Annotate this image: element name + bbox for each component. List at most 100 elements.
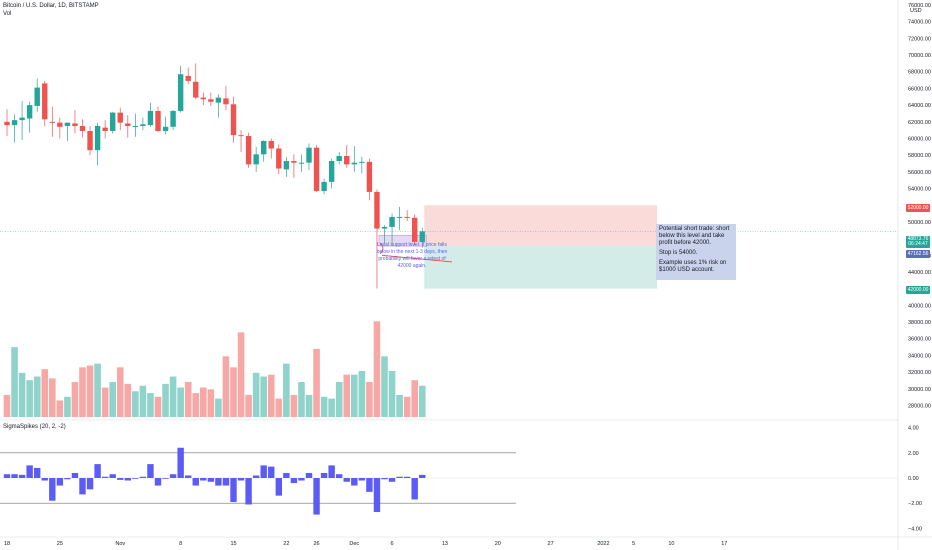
volume-bar [147, 393, 154, 417]
support-annotation[interactable]: Local support level. If price falls belo… [376, 242, 448, 269]
volume-bar [358, 371, 366, 417]
volume-bar [11, 347, 18, 417]
candle-body [283, 161, 290, 170]
time-tick-label: 2022 [597, 541, 609, 547]
candle-body [321, 181, 327, 192]
sigma-spike-bar [71, 472, 79, 478]
time-tick-label: 17 [721, 541, 727, 547]
candle-body [261, 140, 267, 155]
candle-body [87, 130, 93, 151]
sigma-spike-bar [177, 447, 184, 478]
candle-body [412, 217, 418, 242]
price-tick-label: 68000.00 [908, 70, 931, 76]
candle-body [276, 148, 282, 169]
symbol-title: Bitcoin / U.S. Dollar, 1D, BITSTAMP [3, 3, 99, 9]
candle-body [185, 75, 191, 81]
sigma-spike-bar [411, 478, 418, 500]
volume-bar [351, 374, 358, 417]
candle-body [419, 231, 425, 242]
sigma-spike-bar [358, 478, 366, 481]
candle-body [170, 110, 176, 127]
target-zone [424, 245, 657, 289]
short-trade-annotation[interactable]: Potential short trade: short below this … [656, 224, 736, 280]
short-note-line2: Stop is 54000. [659, 250, 698, 256]
sigma-spike-bar [124, 478, 131, 481]
volume-bar [328, 398, 335, 417]
candle-body [208, 99, 214, 102]
sigma-spike-bar [109, 474, 116, 478]
price-tick-label: 32000.00 [908, 370, 931, 376]
entry-price-badge: 47162.56 [906, 250, 930, 258]
volume-bar [79, 367, 86, 417]
sigma-spike-bar [403, 476, 411, 478]
candle-body [351, 162, 357, 165]
sigma-tick-label: −2.00 [908, 501, 922, 507]
sigma-spike-bar [260, 465, 267, 478]
sigma-spike-bar [26, 465, 33, 478]
candle-body [57, 122, 63, 127]
time-tick-label: 15 [230, 541, 236, 547]
volume-bar [109, 382, 116, 417]
volume-bar [184, 382, 192, 417]
volume-bar [245, 394, 252, 417]
time-tick-label: 13 [442, 541, 448, 547]
volume-bar [305, 394, 313, 417]
sigma-spike-bar [64, 478, 71, 480]
volume-bar [18, 372, 26, 417]
volume-bar [313, 348, 320, 417]
candle-body [19, 117, 25, 121]
candle-body [42, 83, 48, 120]
sigma-spike-bar [366, 478, 373, 492]
candle-body [117, 112, 123, 123]
volume-bar [3, 394, 11, 417]
candle-body [177, 74, 184, 111]
sigma-spike-bar [290, 478, 298, 484]
candle-body [110, 112, 116, 131]
sigma-spike-bar [245, 478, 252, 505]
price-tick-label: 54000.00 [908, 187, 931, 193]
sigma-spike-bar [388, 478, 396, 482]
sigma-spike-bar [132, 478, 139, 479]
sigma-spike-bar [343, 478, 350, 482]
sigma-spike-bar [215, 478, 222, 486]
time-tick-label: 10 [668, 541, 674, 547]
volume-bar [335, 382, 343, 417]
volume-bar [215, 398, 222, 417]
volume-bar [124, 383, 132, 417]
candle-body [94, 125, 101, 151]
candle-body [238, 135, 244, 137]
candle-body [200, 97, 206, 100]
volume-bar [177, 387, 184, 417]
sigma-spike-bar [419, 474, 426, 478]
candle-body [72, 123, 78, 126]
candle-body [374, 191, 380, 229]
sigma-spike-bar [373, 478, 381, 513]
candle-body [26, 105, 33, 119]
time-tick-label: 6 [391, 541, 394, 547]
sigma-spike-bar [351, 478, 358, 486]
sigma-spike-bar [275, 478, 282, 496]
price-tick-label: 60000.00 [908, 136, 931, 142]
volume-bar [283, 363, 290, 417]
sigma-tick-label: 2.00 [908, 451, 919, 457]
candle-body [366, 161, 373, 192]
support-zone [378, 234, 427, 247]
candle-body [396, 216, 403, 218]
sigma-spike-bar [252, 475, 260, 478]
volume-bar [26, 380, 33, 417]
time-tick-label: 25 [57, 541, 63, 547]
price-axis-unit: USD [910, 8, 922, 14]
candle-body [125, 123, 131, 126]
price-tick-label: 38000.00 [908, 320, 931, 326]
sigma-tick-label: −4.00 [908, 526, 922, 532]
time-tick-label: Nov [115, 541, 125, 547]
price-tick-label: 70000.00 [908, 53, 931, 59]
price-tick-label: 28000.00 [908, 403, 931, 409]
sigma-tick-label: 4.00 [908, 426, 919, 432]
sigma-spike-bar [298, 478, 305, 481]
volume-bar [366, 382, 373, 417]
stop-zone [424, 205, 657, 246]
sigma-spike-bar [147, 464, 154, 478]
candle-body [132, 125, 139, 127]
